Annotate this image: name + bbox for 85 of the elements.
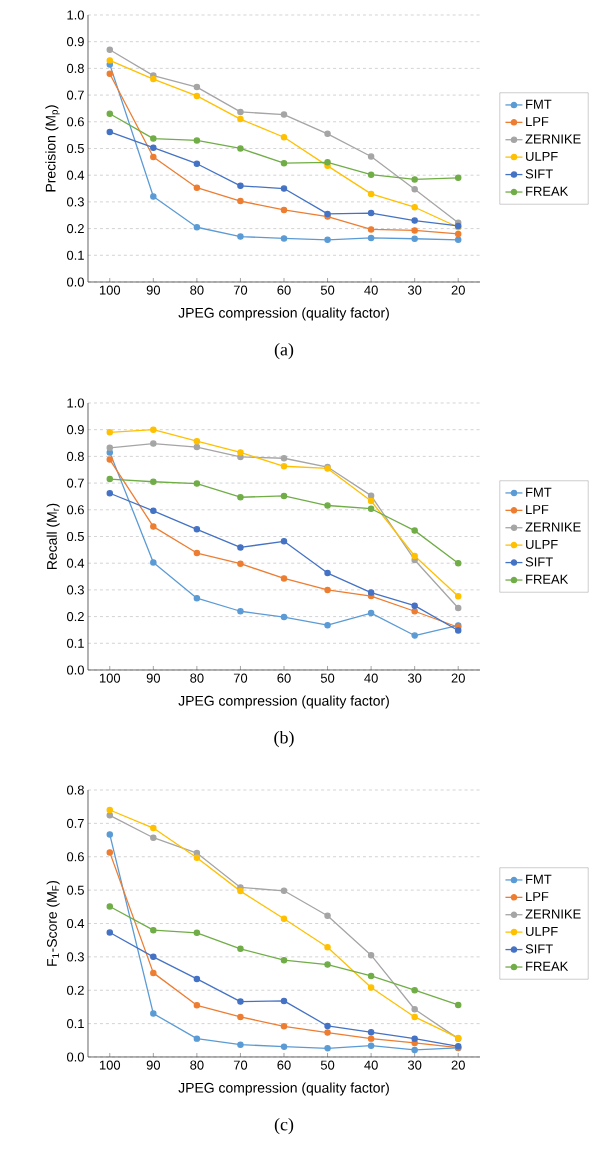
- x-tick-label: 70: [233, 673, 248, 683]
- x-tick-label: 50: [320, 673, 335, 683]
- x-tick-label: 80: [190, 673, 204, 683]
- y-tick-label: 0.1: [66, 638, 84, 648]
- y-tick-label: 0.0: [66, 665, 84, 675]
- legend-label: FMT: [526, 874, 552, 884]
- x-tick-label: 60: [277, 673, 291, 683]
- legend-label: FREAK: [526, 961, 569, 971]
- x-tick-label: 100: [99, 673, 121, 683]
- legend-label: FREAK: [526, 574, 569, 584]
- y-tick-label: 0.7: [66, 478, 84, 488]
- y-tick-label: 0.0: [66, 277, 84, 287]
- x-tick-label: 90: [146, 1060, 161, 1070]
- x-tick-label: 40: [364, 285, 378, 295]
- x-tick-label: 100: [99, 285, 121, 295]
- x-tick-label: 50: [320, 285, 335, 295]
- x-tick-label: 90: [146, 285, 161, 295]
- y-tick-label: 0.4: [66, 558, 85, 568]
- y-tick-label: 0.6: [66, 117, 84, 127]
- legend-label: LPF: [526, 117, 549, 127]
- x-axis-title: JPEG compression (quality factor): [178, 307, 389, 321]
- y-tick-label: 0.1: [66, 250, 84, 260]
- y-tick-label: 0.7: [66, 818, 84, 828]
- legend-label: FMT: [526, 487, 552, 497]
- y-tick-label: 1.0: [67, 10, 84, 20]
- y-tick-label: 0.2: [66, 612, 84, 622]
- x-tick-label: 20: [451, 673, 465, 683]
- y-tick-label: 0.5: [66, 531, 84, 542]
- legend-label: SIFT: [525, 944, 553, 954]
- legend-label: ZERNIKE: [525, 134, 581, 144]
- legend-label: ULPF: [526, 539, 558, 549]
- legend-label: ZERNIKE: [525, 909, 581, 919]
- x-tick-label: 90: [146, 673, 161, 683]
- x-tick-label: 30: [407, 1060, 422, 1070]
- y-axis-title: F$_{1}$-Score (M$_{F}$): [46, 880, 60, 966]
- y-tick-label: 0.6: [66, 852, 84, 862]
- legend-label: LPF: [526, 892, 549, 902]
- legend-label: FMT: [526, 99, 552, 109]
- legend-label: ULPF: [526, 926, 558, 936]
- x-axis-title: JPEG compression (quality factor): [178, 695, 389, 709]
- y-tick-label: 0.4: [66, 170, 85, 180]
- y-tick-label: 1.0: [67, 398, 84, 408]
- y-tick-label: 0.6: [66, 505, 84, 515]
- y-tick-label: 0.4: [66, 918, 85, 929]
- legend-label: LPF: [526, 505, 549, 515]
- y-tick-label: 0.3: [66, 585, 84, 595]
- y-tick-label: 0.2: [66, 224, 84, 234]
- y-tick-label: 0.8: [66, 451, 84, 461]
- x-tick-label: 20: [451, 1060, 465, 1070]
- y-axis-title: Recall (M$_{r}$): [46, 503, 60, 569]
- x-tick-label: 80: [190, 1060, 204, 1070]
- x-tick-label: 40: [364, 1060, 378, 1070]
- y-tick-label: 0.3: [66, 952, 84, 962]
- x-tick-label: 60: [277, 1060, 291, 1070]
- y-tick-label: 0.1: [66, 1019, 84, 1029]
- y-tick-label: 0.0: [66, 1052, 84, 1062]
- x-tick-label: 80: [190, 285, 204, 295]
- text: (b): [274, 730, 294, 748]
- x-tick-label: 30: [407, 285, 422, 295]
- y-axis-title: Precision (M$_{p}$): [45, 105, 60, 192]
- y-tick-label: 0.9: [66, 425, 84, 435]
- x-axis-title: JPEG compression (quality factor): [178, 1082, 389, 1096]
- x-tick-label: 70: [233, 1060, 248, 1070]
- legend-label: ULPF: [526, 151, 558, 161]
- y-tick-label: 0.5: [66, 885, 84, 895]
- y-tick-label: 0.2: [66, 985, 84, 995]
- text: (c): [274, 1117, 294, 1135]
- x-tick-label: 100: [99, 1060, 121, 1070]
- x-tick-label: 30: [407, 673, 422, 683]
- legend-label: FREAK: [526, 186, 569, 196]
- x-tick-label: 50: [320, 1060, 335, 1070]
- y-tick-label: 0.9: [66, 37, 84, 47]
- x-tick-label: 20: [451, 285, 465, 295]
- text: (a): [274, 342, 294, 360]
- x-tick-label: 40: [364, 673, 378, 683]
- y-tick-label: 0.8: [66, 63, 84, 73]
- x-tick-label: 70: [233, 285, 248, 295]
- y-tick-label: 0.5: [66, 143, 84, 154]
- legend-label: SIFT: [525, 169, 553, 179]
- legend-label: ZERNIKE: [525, 522, 581, 532]
- x-tick-label: 60: [277, 285, 291, 295]
- legend-label: SIFT: [525, 557, 553, 567]
- y-tick-label: 0.7: [66, 90, 84, 100]
- y-tick-label: 0.8: [66, 785, 84, 795]
- y-tick-label: 0.3: [66, 197, 84, 207]
